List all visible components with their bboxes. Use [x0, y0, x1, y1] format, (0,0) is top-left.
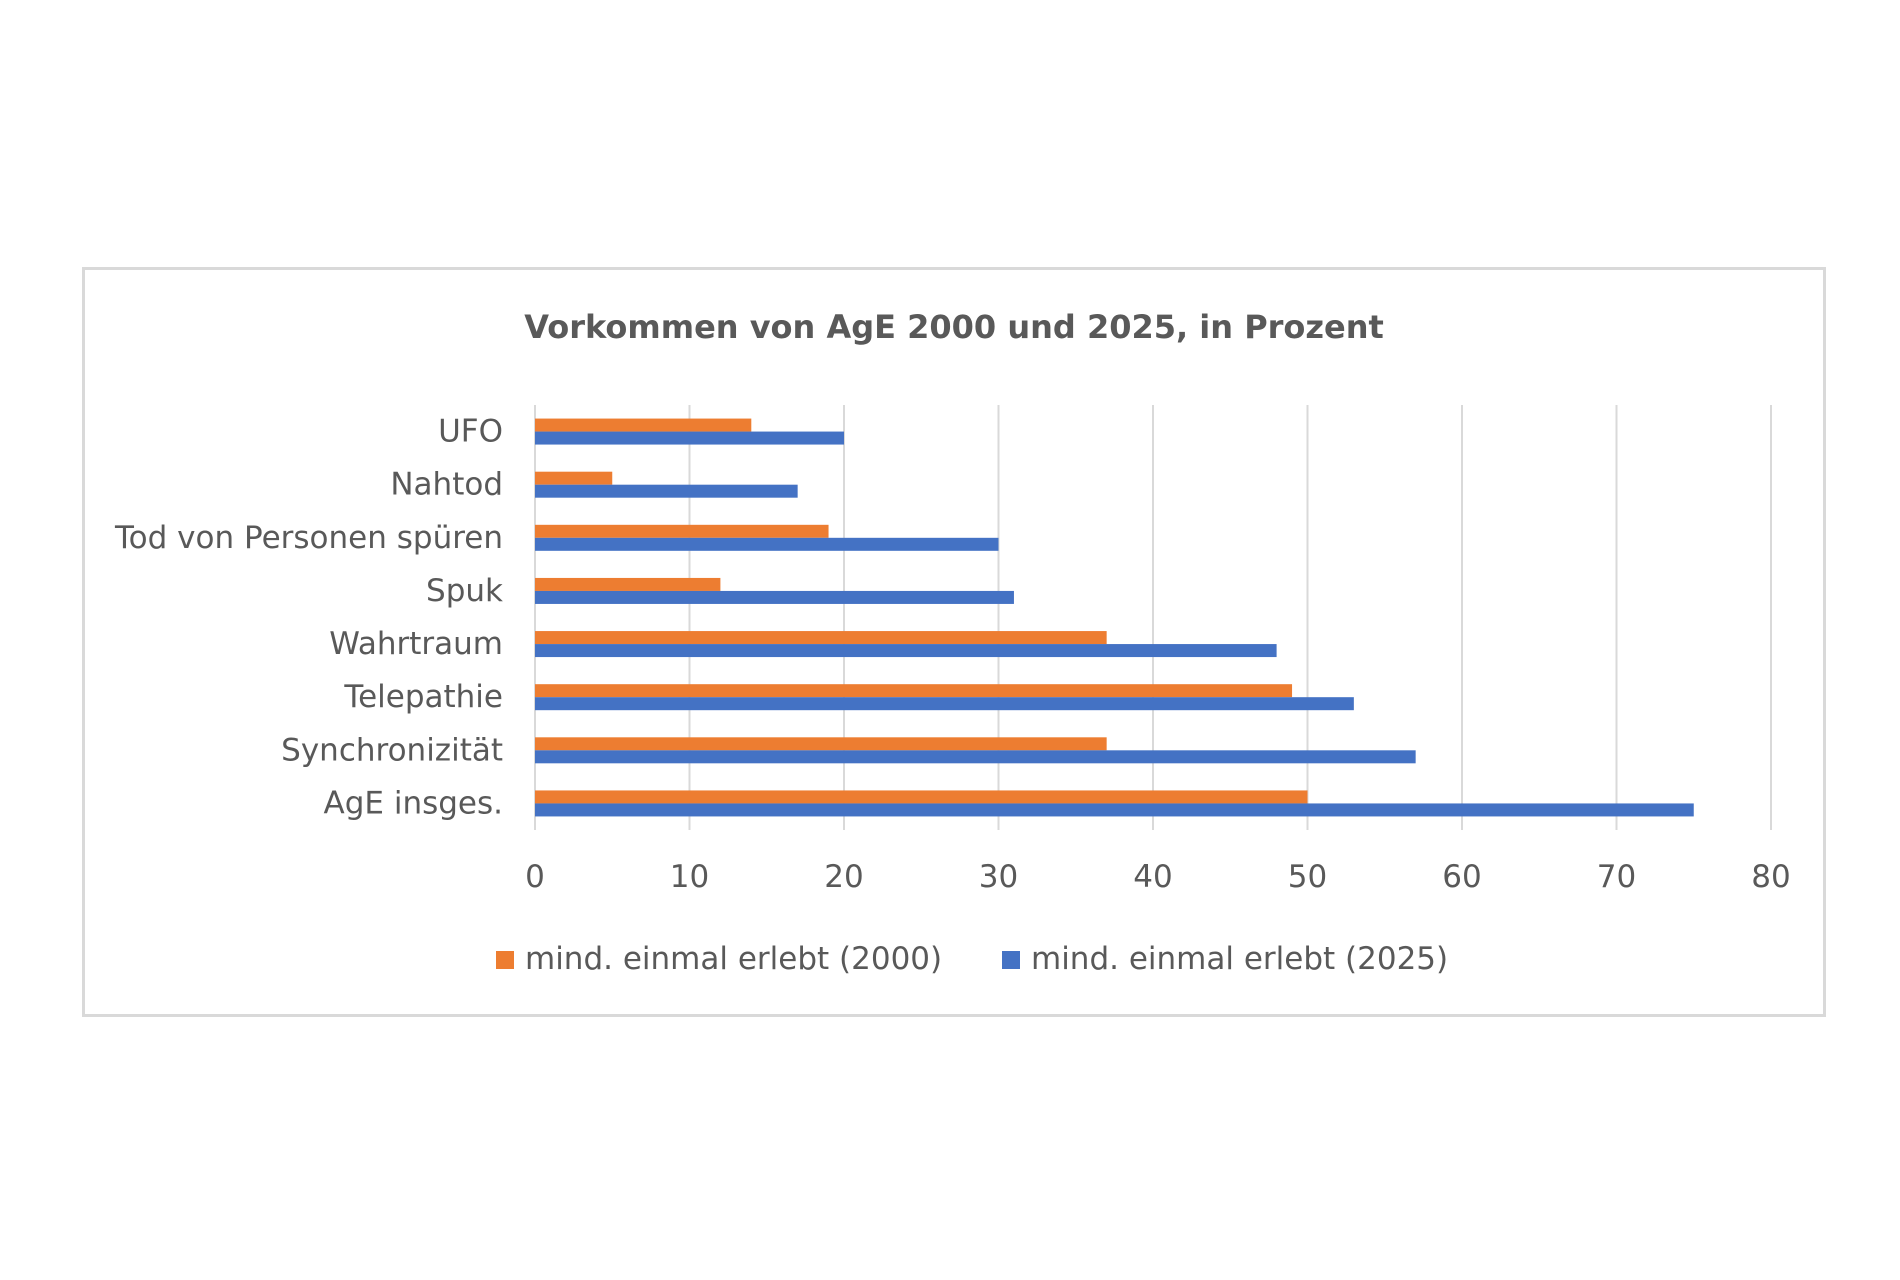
bar-2025-6 — [535, 750, 1416, 764]
x-tick-label: 50 — [1288, 859, 1327, 895]
x-tick-label: 20 — [824, 859, 863, 895]
category-label: AgE insges. — [324, 785, 504, 821]
bar-2025-7 — [535, 803, 1694, 817]
legend-label-2000: mind. einmal erlebt (2000) — [525, 941, 942, 977]
bar-2000-2 — [535, 524, 829, 538]
category-label: UFO — [438, 414, 503, 450]
category-label: Nahtod — [390, 467, 503, 503]
bar-2025-1 — [535, 484, 798, 498]
x-tick-label: 0 — [525, 859, 545, 895]
bar-2000-6 — [535, 737, 1107, 751]
bar-2000-5 — [535, 684, 1293, 698]
x-tick-label: 40 — [1133, 859, 1172, 895]
x-tick-label: 30 — [979, 859, 1018, 895]
bar-2000-3 — [535, 577, 721, 591]
chart-frame: Vorkommen von AgE 2000 und 2025, in Proz… — [82, 267, 1826, 1017]
legend-swatch-2025 — [1002, 951, 1020, 969]
legend-label-2025: mind. einmal erlebt (2025) — [1031, 941, 1448, 977]
bar-2000-0 — [535, 418, 752, 432]
category-label: Synchronizität — [281, 732, 503, 768]
chart-title: Vorkommen von AgE 2000 und 2025, in Proz… — [524, 308, 1384, 346]
bar-2000-7 — [535, 790, 1308, 804]
bar-2025-5 — [535, 697, 1354, 711]
category-label: Tod von Personen spüren — [114, 520, 503, 556]
x-tick-label: 60 — [1442, 859, 1481, 895]
bar-2000-4 — [535, 631, 1107, 645]
x-tick-label: 70 — [1597, 859, 1636, 895]
category-label: Wahrtraum — [329, 626, 503, 662]
bar-2025-4 — [535, 644, 1277, 658]
bar-2025-3 — [535, 590, 1014, 604]
legend-swatch-2000 — [496, 951, 514, 969]
bar-2025-2 — [535, 537, 999, 551]
bar-2025-0 — [535, 431, 844, 445]
x-tick-label: 10 — [670, 859, 709, 895]
category-label: Spuk — [426, 573, 503, 609]
bar-2000-1 — [535, 471, 613, 485]
x-tick-label: 80 — [1751, 859, 1790, 895]
chart-plot: UFO Nahtod Tod von Personen spüren Spuk Wahr… — [114, 405, 1791, 977]
category-label: Telepathie — [343, 679, 503, 715]
